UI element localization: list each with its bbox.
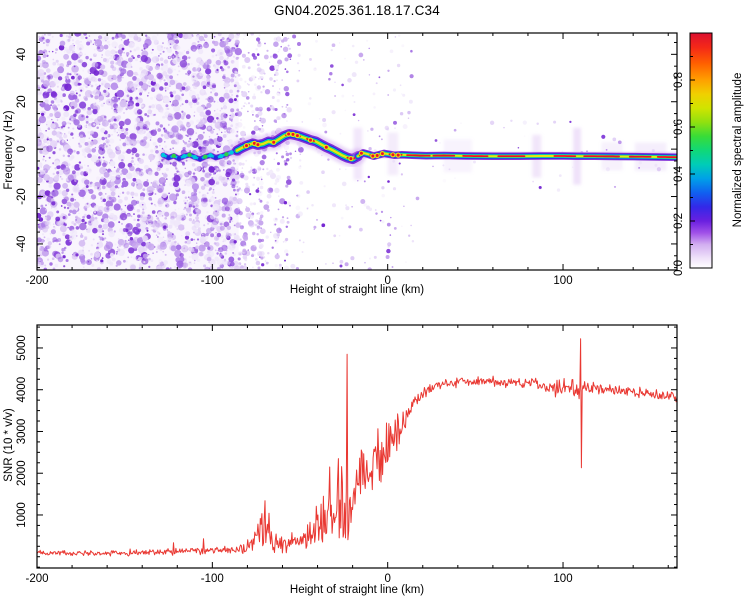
svg-text:100: 100 <box>553 573 572 585</box>
svg-text:0.6: 0.6 <box>673 119 685 135</box>
snr-x-axis-label: Height of straight line (km) <box>289 584 425 596</box>
svg-text:-100: -100 <box>201 275 224 287</box>
svg-text:0.2: 0.2 <box>673 213 685 229</box>
svg-text:3000: 3000 <box>16 419 28 445</box>
svg-text:1000: 1000 <box>16 502 28 528</box>
svg-text:-100: -100 <box>201 573 224 585</box>
svg-text:0.4: 0.4 <box>673 165 685 182</box>
snr-y-axis-label: SNR (10 * v/v) <box>3 408 15 482</box>
svg-text:100: 100 <box>553 275 572 287</box>
spectrogram-plot-area <box>37 33 677 270</box>
y-axis-ticks: 1000 2000 3000 4000 5000 <box>16 326 677 568</box>
x-axis-ticks: -200 -100 0 100 <box>25 33 669 287</box>
snr-plot-area <box>36 338 678 557</box>
figure-title: GN04.2025.361.18.17.C34 <box>274 3 440 18</box>
plot-frame <box>36 324 678 569</box>
svg-text:20: 20 <box>16 95 28 108</box>
spectral-ridge <box>158 126 677 168</box>
svg-text:0: 0 <box>384 275 390 287</box>
frequency-y-axis-label: Frequency (Hz) <box>3 110 15 190</box>
svg-text:5000: 5000 <box>16 335 28 361</box>
plot-frame <box>36 32 678 271</box>
svg-text:40: 40 <box>16 48 28 61</box>
svg-text:0: 0 <box>384 573 390 585</box>
svg-text:0.0: 0.0 <box>673 260 685 276</box>
svg-text:0.8: 0.8 <box>673 72 685 88</box>
x-axis-ticks: -200 -100 0 100 <box>25 325 669 585</box>
colorbar-label: Normalized spectral amplitude <box>732 72 744 228</box>
svg-text:-40: -40 <box>16 236 28 253</box>
spectrogram-x-axis-label: Height of straight line (km) <box>289 284 425 296</box>
y-axis-ticks: -40 -20 0 20 40 <box>16 41 677 269</box>
svg-text:-200: -200 <box>25 573 48 585</box>
colorbar: 0.0 0.2 0.4 0.6 0.8 <box>673 32 713 276</box>
svg-text:-200: -200 <box>25 275 48 287</box>
svg-text:0: 0 <box>16 146 28 152</box>
svg-text:4000: 4000 <box>16 377 28 403</box>
speckle-noise <box>37 33 662 270</box>
svg-text:-20: -20 <box>16 188 28 205</box>
snr-line-series <box>36 338 678 557</box>
svg-text:2000: 2000 <box>16 460 28 486</box>
